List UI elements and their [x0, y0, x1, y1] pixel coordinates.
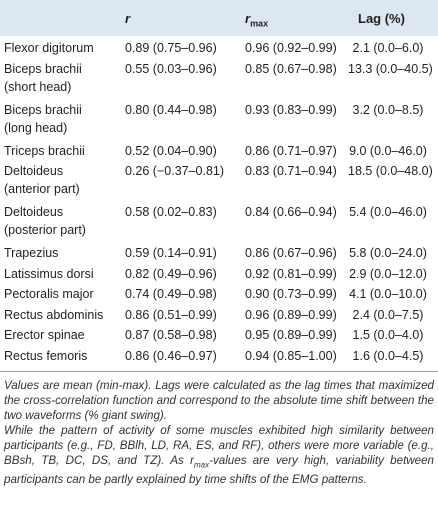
rmax-value: 0.86 (0.71–0.97) [245, 143, 337, 158]
header-lag: Lag (%) [358, 11, 405, 26]
muscle-name: (long head) [4, 120, 68, 135]
muscle-name: Erector spinae [4, 328, 85, 342]
footnote-symbol: r [190, 454, 194, 467]
rmax-value: 0.85 (0.67–0.98) [245, 61, 337, 76]
r-value: 0.87 (0.58–0.98) [125, 328, 217, 342]
r-value: 0.89 (0.75–0.96) [125, 41, 217, 55]
lag-value: 1.5 (0.0–4.0) [352, 328, 424, 342]
r-value: 0.80 (0.44–0.98) [125, 102, 217, 117]
muscle-name: Flexor digitorum [4, 41, 94, 55]
muscle-name: Trapezius [4, 246, 59, 260]
muscle-name: Triceps brachii [4, 143, 85, 158]
muscle-name: Pectoralis major [4, 287, 94, 301]
r-value: 0.59 (0.14–0.91) [125, 246, 217, 260]
r-value: 0.55 (0.03–0.96) [125, 61, 217, 76]
r-value: 0.26 (−0.37–0.81) [125, 164, 225, 178]
rmax-value: 0.86 (0.67–0.96) [245, 246, 337, 260]
r-value: 0.52 (0.04–0.90) [125, 143, 217, 158]
rmax-value: 0.84 (0.66–0.94) [245, 205, 337, 219]
table-bottom-rule [0, 371, 438, 372]
muscle-name: Deltoideus [4, 164, 64, 178]
header-rmax: rmax [245, 11, 268, 29]
muscle-name: Biceps brachii [4, 102, 82, 117]
footnote: Values are mean (min-max). Lags were cal… [4, 379, 434, 422]
r-value: 0.86 (0.46–0.97) [125, 348, 217, 363]
rmax-value: 0.96 (0.92–0.99) [245, 41, 337, 55]
footnote: While the pattern of activity of some mu… [4, 423, 434, 487]
rmax-value: 0.94 (0.85–1.00) [245, 348, 337, 363]
footnotes: Values are mean (min-max). Lags were cal… [4, 378, 434, 487]
header-r: r [125, 11, 131, 26]
lag-value: 5.8 (0.0–24.0) [349, 246, 427, 260]
lag-value: 9.0 (0.0–46.0) [349, 143, 427, 158]
muscle-name: Deltoideus [4, 205, 64, 219]
muscle-name: (posterior part) [4, 223, 86, 237]
lag-value: 2.9 (0.0–12.0) [349, 266, 427, 281]
muscle-name: Rectus femoris [4, 348, 88, 363]
muscle-name: Biceps brachii [4, 61, 82, 76]
rmax-value: 0.92 (0.81–0.99) [245, 266, 337, 281]
lag-value: 1.6 (0.0–4.5) [352, 348, 424, 363]
rmax-value: 0.95 (0.89–0.99) [245, 328, 337, 342]
footnote-text: While the pattern of activity of some mu… [4, 424, 434, 467]
r-value: 0.82 (0.49–0.96) [125, 266, 217, 281]
footnote-subscript: max [194, 460, 210, 470]
lag-value: 3.2 (0.0–8.5) [352, 102, 424, 117]
header-rmax-sub: max [250, 18, 269, 29]
muscle-name: Latissimus dorsi [4, 266, 94, 281]
muscle-name: (short head) [4, 79, 72, 94]
lag-value: 18.5 (0.0–48.0) [348, 164, 433, 178]
r-value: 0.74 (0.49–0.98) [125, 287, 217, 301]
lag-value: 5.4 (0.0–46.0) [349, 205, 427, 219]
muscle-name: Rectus abdominis [4, 307, 104, 322]
lag-value: 4.1 (0.0–10.0) [349, 287, 427, 301]
rmax-value: 0.83 (0.71–0.94) [245, 164, 337, 178]
footnote-text: -values are very high, variability betwe… [4, 454, 435, 487]
r-value: 0.58 (0.02–0.83) [125, 205, 217, 219]
rmax-value: 0.90 (0.73–0.99) [245, 287, 337, 301]
header-row [0, 0, 438, 36]
header-rmax-main: r [245, 11, 251, 26]
lag-value: 2.4 (0.0–7.5) [352, 307, 424, 322]
muscle-name: (anterior part) [4, 182, 80, 196]
rmax-value: 0.93 (0.83–0.99) [245, 102, 337, 117]
r-value: 0.86 (0.51–0.99) [125, 307, 217, 322]
lag-value: 13.3 (0.0–40.5) [348, 61, 433, 76]
lag-value: 2.1 (0.0–6.0) [352, 41, 424, 55]
rmax-value: 0.96 (0.89–0.99) [245, 307, 337, 322]
